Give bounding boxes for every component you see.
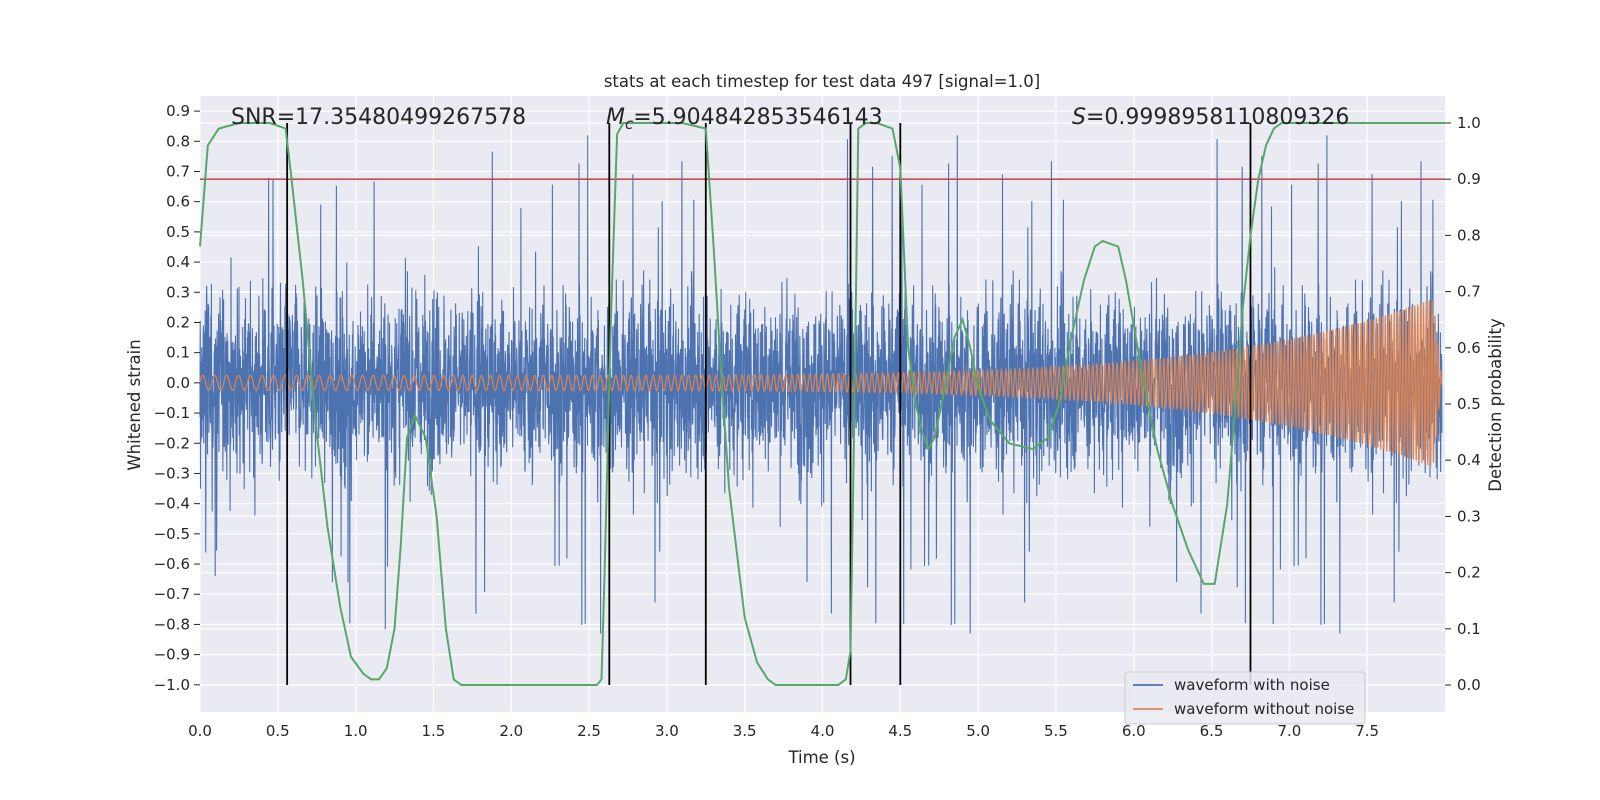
y-tick-label: 0.7 (166, 162, 190, 180)
y2-tick-label: 0.7 (1457, 283, 1481, 301)
x-tick-label: 1.0 (344, 722, 368, 740)
mc-symbol: M (606, 105, 625, 130)
series-detection-probability (199, 122, 1445, 686)
y2-tick-label: 0.5 (1457, 395, 1481, 413)
y2-tick-label: 0.9 (1457, 170, 1481, 188)
legend-box (1124, 671, 1366, 725)
mc-value: =5.904842853546143 (633, 105, 882, 130)
chart-title: stats at each timestep for test data 497… (604, 72, 1040, 91)
y-tick-label: −0.1 (154, 404, 190, 422)
y-tick-label: 0.4 (166, 253, 190, 271)
y-tick-label: 0.5 (166, 223, 190, 241)
y-axis-ticks: 0.9 0.8 0.7 0.6 0.5 0.4 0.3 0.2 0.1 0.0 −0.1 −0.2 −0… (154, 102, 200, 694)
y-axis-label: Whitened strain (125, 339, 144, 470)
y-tick-label: −0.7 (154, 585, 190, 603)
y2-axis-ticks: 1.0 0.9 0.8 0.7 0.6 0.5 0.4 0.3 0.2 0.1 0.0 (1445, 114, 1481, 694)
y-tick-label: 0.8 (166, 132, 190, 150)
y-tick-label: 0.1 (166, 344, 190, 362)
y2-tick-label: 1.0 (1457, 114, 1481, 132)
x-tick-label: 2.5 (577, 722, 601, 740)
x-tick-label: 1.5 (422, 722, 446, 740)
y-tick-label: 0.9 (166, 102, 190, 120)
probability-line (199, 122, 1445, 686)
mc-subscript: c (625, 115, 634, 133)
x-tick-label: 0.0 (188, 722, 212, 740)
y2-tick-label: 0.2 (1457, 564, 1481, 582)
s-annotation: S=0.9998958110809326 (1072, 105, 1349, 130)
x-tick-label: 0.5 (266, 722, 290, 740)
y-tick-label: −0.8 (154, 615, 190, 633)
y-tick-label: −0.9 (154, 646, 190, 664)
y-tick-label: 0.2 (166, 313, 190, 331)
y-tick-label: −0.4 (154, 495, 190, 513)
y2-axis-label: Detection probability (1486, 318, 1505, 492)
y-tick-label: 0.3 (166, 283, 190, 301)
y2-tick-label: 0.4 (1457, 451, 1481, 469)
s-symbol: S (1072, 105, 1086, 130)
x-tick-label: 5.0 (966, 722, 990, 740)
y-tick-label: −0.5 (154, 525, 190, 543)
x-tick-label: 3.5 (733, 722, 757, 740)
x-tick-label: 4.5 (888, 722, 912, 740)
x-tick-label: 6.5 (1200, 722, 1224, 740)
legend: waveform with noise waveform without noi… (1124, 671, 1366, 725)
y2-tick-label: 0.1 (1457, 620, 1481, 638)
y-tick-label: −0.2 (154, 434, 190, 452)
y2-tick-label: 0.0 (1457, 676, 1481, 694)
legend-label-noise: waveform with noise (1174, 676, 1330, 694)
x-tick-label: 6.0 (1122, 722, 1146, 740)
s-value: =0.9998958110809326 (1086, 105, 1349, 130)
chirp-mass-annotation: Mc=5.904842853546143 (606, 105, 883, 133)
legend-label-clean: waveform without noise (1174, 700, 1354, 718)
y-tick-label: −0.6 (154, 555, 190, 573)
x-tick-label: 2.0 (499, 722, 523, 740)
y-tick-label: 0.6 (166, 193, 190, 211)
x-tick-label: 7.0 (1277, 722, 1301, 740)
x-tick-label: 3.0 (655, 722, 679, 740)
snr-annotation: SNR=17.35480499267578 (231, 105, 526, 130)
x-tick-label: 4.0 (811, 722, 835, 740)
x-tick-label: 7.5 (1355, 722, 1379, 740)
x-axis-ticks: 0.0 0.5 1.0 1.5 2.0 2.5 3.0 3.5 4.0 4.5 5.0 5.5 6.0 6… (188, 722, 1379, 740)
x-axis-label: Time (s) (787, 748, 855, 767)
y-tick-label: −0.3 (154, 464, 190, 482)
y2-tick-label: 0.8 (1457, 226, 1481, 244)
x-tick-label: 5.5 (1044, 722, 1068, 740)
y2-tick-label: 0.6 (1457, 339, 1481, 357)
y-tick-label: 0.0 (166, 374, 190, 392)
y2-tick-label: 0.3 (1457, 507, 1481, 525)
y-tick-label: −1.0 (154, 676, 190, 694)
